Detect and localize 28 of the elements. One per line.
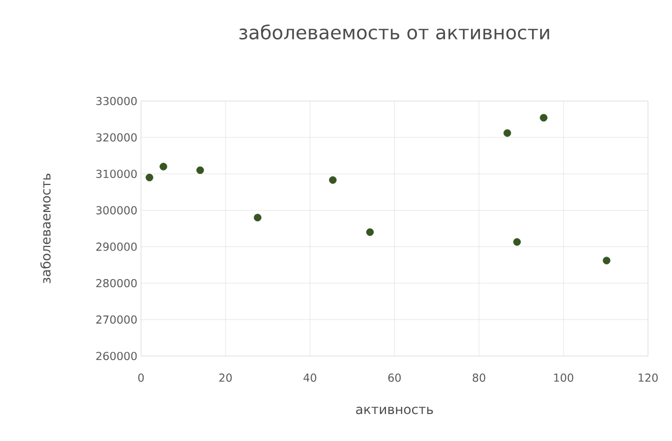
y-tick-label: 270000 — [96, 315, 137, 324]
point — [254, 214, 262, 222]
point — [540, 114, 548, 122]
x-tick-label: 0 — [138, 374, 144, 382]
y-tick-label: 260000 — [96, 352, 137, 360]
y-tick-label: 320000 — [96, 133, 137, 142]
x-tick-label: 100 — [554, 374, 574, 382]
x-axis-title: активность — [356, 406, 433, 414]
point — [513, 238, 521, 246]
point — [504, 129, 512, 137]
point — [160, 162, 168, 170]
y-tick-label: 280000 — [96, 278, 137, 288]
point — [366, 228, 374, 236]
chart-title: заболеваемость от активности — [239, 24, 550, 40]
x-tick-label: 40 — [304, 374, 316, 382]
y-tick-label: 310000 — [96, 170, 137, 178]
y-tick-label: 330000 — [96, 96, 137, 106]
x-tick-label: 120 — [638, 374, 658, 382]
x-tick-label: 60 — [388, 374, 401, 382]
point — [329, 176, 337, 184]
point — [146, 174, 154, 182]
point — [602, 256, 610, 264]
y-axis-title: заболеваемость — [40, 174, 51, 284]
point — [196, 166, 204, 174]
x-tick-label: 80 — [472, 374, 486, 382]
x-tick-label: 20 — [219, 374, 232, 382]
y-tick-label: 300000 — [96, 206, 137, 214]
y-tick-label: 290000 — [96, 242, 137, 251]
